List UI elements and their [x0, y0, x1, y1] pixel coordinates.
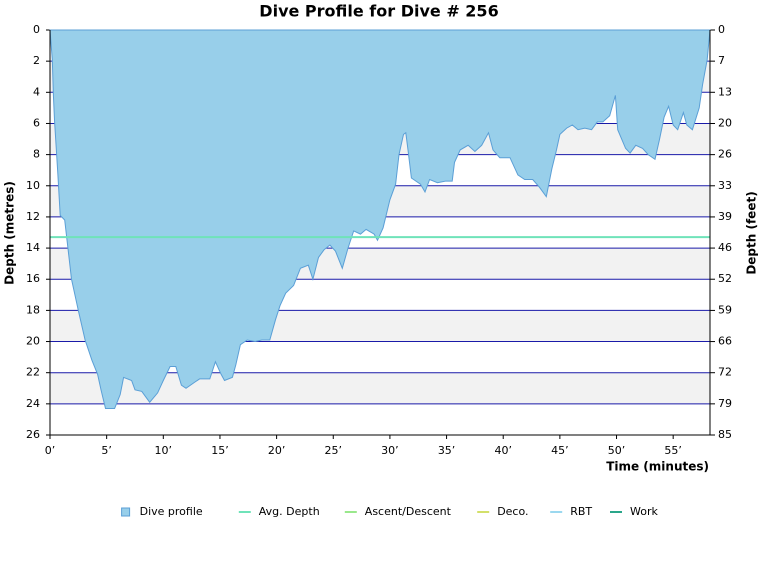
- y-tick-label: 8: [33, 148, 40, 161]
- legend-label: RBT: [570, 505, 592, 518]
- y-tick-label: 20: [26, 335, 40, 348]
- y-tick-label: 0: [33, 23, 40, 36]
- x-tick-label: 25’: [325, 444, 343, 457]
- y2-tick-label: 26: [718, 148, 732, 161]
- legend-label: Dive profile: [140, 505, 203, 518]
- y2-tick-label: 85: [718, 428, 732, 441]
- y2-tick-label: 20: [718, 116, 732, 129]
- y-tick-label: 14: [26, 241, 40, 254]
- x-tick-label: 45’: [551, 444, 569, 457]
- y2-tick-label: 59: [718, 303, 732, 316]
- y-tick-label: 18: [26, 303, 40, 316]
- y2-tick-label: 33: [718, 179, 732, 192]
- x-tick-label: 0’: [45, 444, 56, 457]
- y-tick-label: 24: [26, 397, 40, 410]
- x-tick-label: 20’: [268, 444, 286, 457]
- y-tick-label: 26: [26, 428, 40, 441]
- y2-tick-label: 66: [718, 335, 732, 348]
- x-tick-label: 55’: [664, 444, 682, 457]
- y-tick-label: 4: [33, 85, 40, 98]
- y2-tick-label: 46: [718, 241, 732, 254]
- y-tick-label: 22: [26, 366, 40, 379]
- y-tick-label: 16: [26, 272, 40, 285]
- legend-swatch: [121, 507, 131, 517]
- legend-label: Avg. Depth: [259, 505, 320, 518]
- y2-tick-label: 72: [718, 366, 732, 379]
- y2-tick-label: 52: [718, 272, 732, 285]
- x-tick-label: 30’: [381, 444, 399, 457]
- x-axis-title: Time (minutes): [606, 460, 709, 474]
- x-tick-label: 40’: [494, 444, 512, 457]
- chart-title: Dive Profile for Dive # 256: [259, 2, 498, 21]
- y-tick-label: 10: [26, 179, 40, 192]
- legend-label: Work: [630, 505, 658, 518]
- y-tick-label: 2: [33, 54, 40, 67]
- x-tick-label: 50’: [608, 444, 626, 457]
- y2-tick-label: 79: [718, 397, 732, 410]
- y-tick-label: 12: [26, 210, 40, 223]
- legend: Dive profile Avg. Depth Ascent/Descent Deco…: [121, 505, 658, 518]
- y2-tick-label: 7: [718, 54, 725, 67]
- x-tick-label: 5’: [101, 444, 112, 457]
- y2-tick-label: 39: [718, 210, 732, 223]
- y2-tick-label: 0: [718, 23, 725, 36]
- y2-tick-label: 13: [718, 85, 732, 98]
- y-tick-label: 6: [33, 116, 40, 129]
- x-tick-label: 35’: [438, 444, 456, 457]
- legend-label: Deco.: [497, 505, 528, 518]
- y-axis-title: Depth (metres): [3, 181, 17, 285]
- x-tick-label: 15’: [211, 444, 229, 457]
- y2-axis-title: Depth (feet): [745, 191, 759, 274]
- profile-area: [49, 29, 711, 409]
- x-tick-label: 10’: [155, 444, 173, 457]
- legend-label: Ascent/Descent: [365, 505, 452, 518]
